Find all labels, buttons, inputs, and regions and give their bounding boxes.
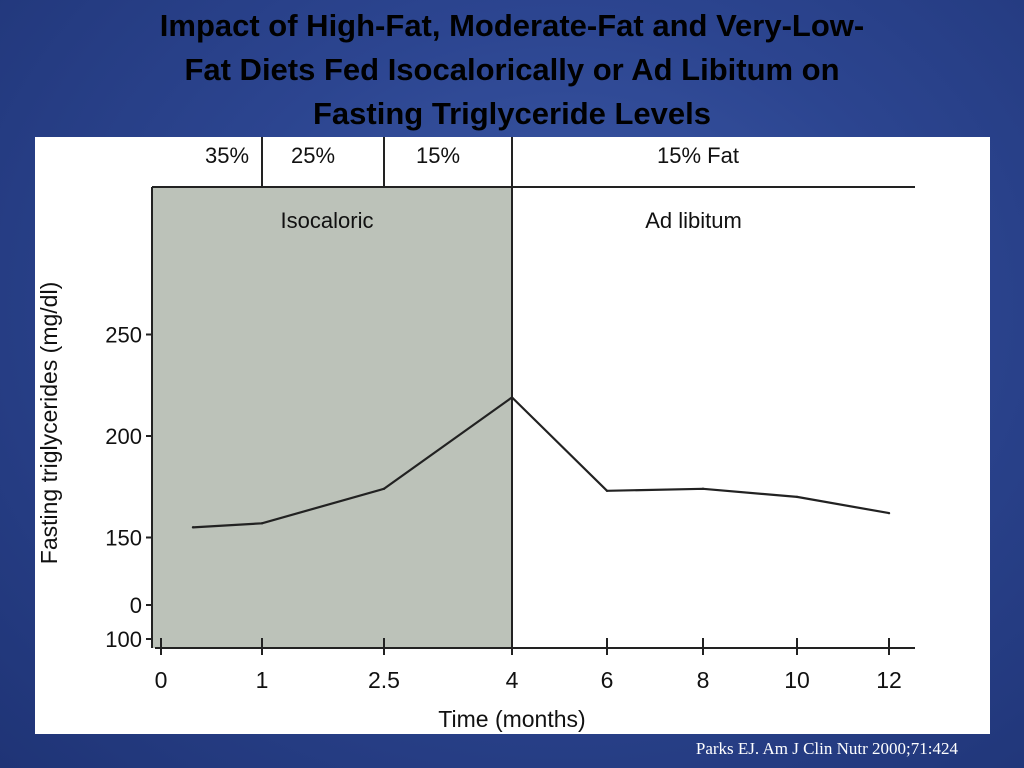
title-line-3: Fasting Triglyceride Levels — [313, 96, 711, 131]
title-line-2: Fat Diets Fed Isocalorically or Ad Libit… — [184, 52, 840, 87]
region-label-0: Isocaloric — [281, 208, 374, 233]
phase-label-2: 15% — [416, 143, 460, 168]
citation: Parks EJ. Am J Clin Nutr 2000;71:424 — [695, 739, 958, 758]
data-point-1 — [260, 522, 264, 525]
data-point-0 — [191, 526, 195, 529]
phase-label-3: 15% Fat — [657, 143, 739, 168]
y-tick-label-2: 150 — [105, 526, 142, 551]
region-label-1: Ad libitum — [645, 208, 742, 233]
x-tick-label-6: 10 — [784, 667, 810, 693]
x-tick-label-7: 12 — [876, 667, 902, 693]
title-line-1: Impact of High-Fat, Moderate-Fat and Ver… — [159, 8, 865, 43]
data-point-6 — [795, 495, 799, 499]
x-tick-label-1: 1 — [256, 667, 269, 693]
x-tick-label-5: 8 — [697, 667, 710, 693]
y-axis-title: Fasting triglycerides (mg/dl) — [36, 282, 62, 564]
x-tick-label-3: 4 — [506, 667, 519, 693]
region-shade-0 — [152, 187, 512, 648]
data-point-3 — [510, 396, 514, 399]
phase-label-1: 25% — [291, 143, 335, 168]
series-line-0 — [192, 395, 890, 529]
y-tick-label-0: 0 — [130, 593, 142, 618]
y-tick-label-1: 100 — [105, 627, 142, 652]
chart-panel: Isocaloric Ad libitum 35% 25% 15% 15% Fat 0 100… — [35, 137, 990, 734]
x-tick-label-2: 2.5 — [368, 667, 400, 693]
x-tick-label-0: 0 — [155, 667, 168, 693]
x-tick-label-4: 6 — [601, 667, 614, 693]
slide-title: Impact of High-Fat, Moderate-Fat and Ver… — [60, 4, 964, 136]
y-tick-label-4: 250 — [105, 323, 142, 348]
data-point-7 — [887, 511, 891, 515]
phase-label-0: 35% — [205, 143, 249, 168]
data-point-5 — [701, 487, 705, 490]
x-axis-title: Time (months) — [438, 706, 585, 732]
data-point-4 — [605, 489, 609, 493]
data-point-2 — [382, 487, 386, 490]
y-tick-label-3: 200 — [105, 424, 142, 449]
